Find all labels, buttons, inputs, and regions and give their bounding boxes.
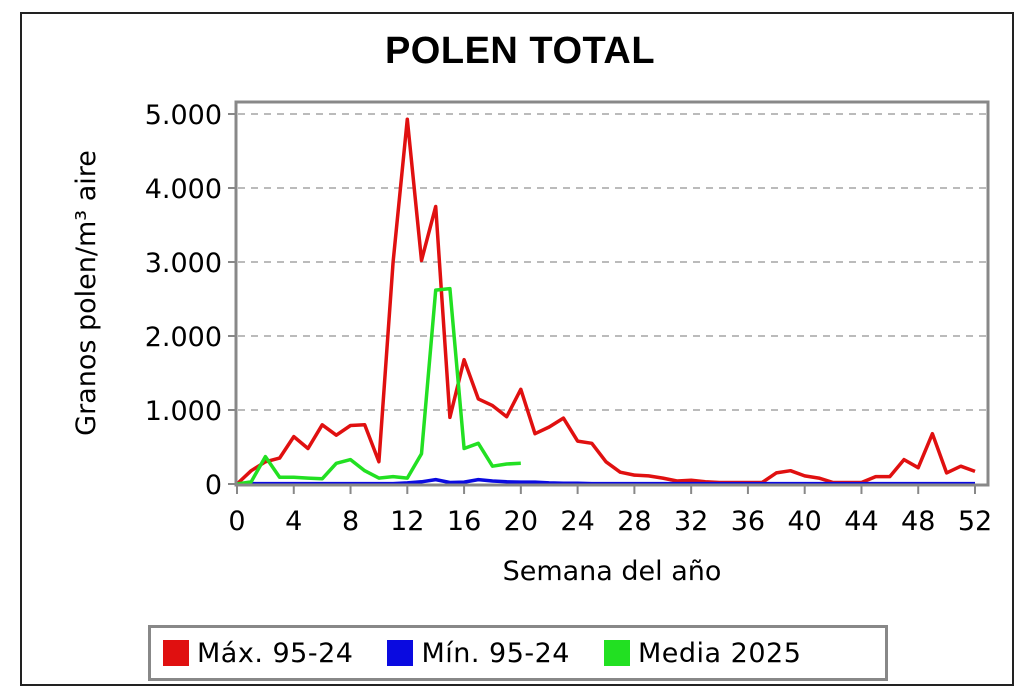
x-tick-label-5: 20 — [504, 506, 538, 537]
x-tick-label-13: 52 — [958, 506, 992, 537]
x-tick-label-2: 8 — [342, 506, 359, 537]
x-tick-label-4: 16 — [447, 506, 481, 537]
legend-swatch-media-2025 — [603, 640, 630, 666]
plot-area-border — [234, 100, 990, 487]
series-lines — [235, 117, 976, 486]
legend-label-max: Máx. 95-24 — [197, 637, 354, 669]
y-tick-label-1: 1.000 — [145, 396, 222, 427]
series-line-2 — [236, 286, 521, 486]
x-axis-ticks: 0 4 8 12 16 20 24 28 32 36 40 44 48 52 — [228, 486, 992, 537]
y-tick-label-3: 3.000 — [145, 248, 222, 279]
chart-frame — [20, 12, 1014, 686]
x-tick-label-6: 24 — [560, 506, 594, 537]
x-axis-label: Semana del año — [503, 556, 722, 587]
y-axis-ticks: 0 1.000 2.000 3.000 4.000 5.000 — [145, 100, 236, 501]
legend: Máx. 95-24 Mín. 95-24 Media 2025 — [148, 625, 888, 681]
x-tick-label-9: 36 — [731, 506, 765, 537]
x-tick-label-3: 12 — [390, 506, 424, 537]
y-tick-label-4: 4.000 — [145, 174, 222, 205]
y-tick-label-2: 2.000 — [145, 322, 222, 353]
chart-title: POLEN TOTAL — [384, 30, 656, 72]
legend-swatch-min — [387, 640, 414, 666]
series-line-0 — [235, 117, 976, 486]
x-tick-label-7: 28 — [617, 506, 651, 537]
y-tick-label-0: 0 — [205, 470, 222, 501]
y-axis-label: Granos polen/m³ aire — [71, 150, 102, 436]
legend-item-min: Mín. 95-24 — [387, 638, 570, 669]
grid-lines — [238, 113, 986, 411]
x-tick-label-8: 32 — [674, 506, 708, 537]
x-tick-label-0: 0 — [228, 506, 245, 537]
legend-label-media-2025: Media 2025 — [637, 637, 802, 669]
legend-swatch-max — [163, 640, 189, 666]
legend-item-media-2025: Media 2025 — [603, 637, 802, 669]
x-tick-label-11: 44 — [844, 506, 878, 537]
legend-item-max: Máx. 95-24 — [163, 638, 353, 669]
y-tick-label-5: 5.000 — [145, 100, 222, 131]
legend-label-min: Mín. 95-24 — [421, 637, 570, 669]
x-tick-label-12: 48 — [901, 506, 935, 537]
x-tick-label-10: 40 — [788, 506, 822, 537]
x-tick-label-1: 4 — [285, 506, 302, 537]
